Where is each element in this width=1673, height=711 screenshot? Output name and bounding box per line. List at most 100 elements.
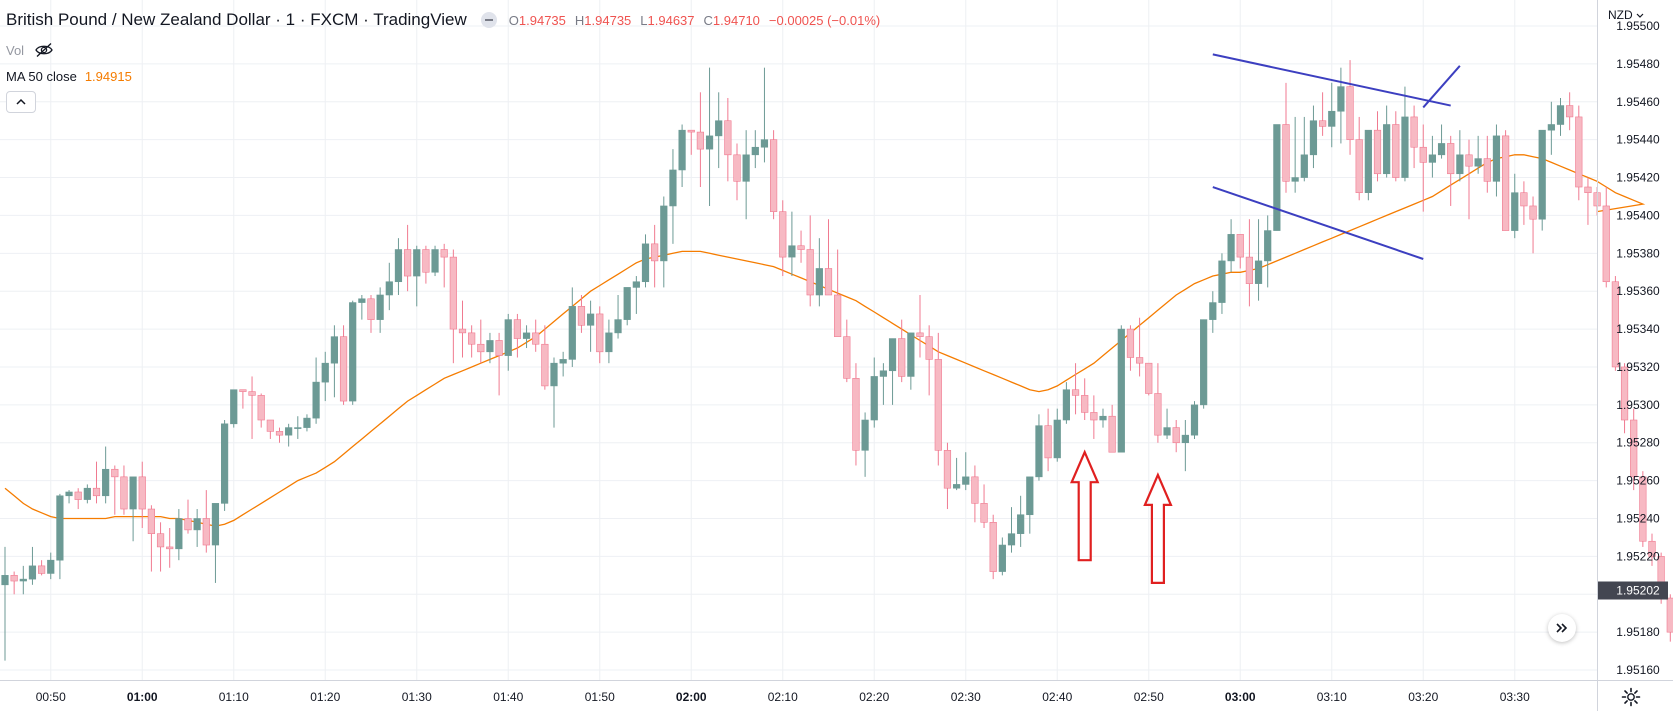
ohlc-high: H1.94735 bbox=[574, 12, 632, 28]
candle bbox=[605, 319, 613, 364]
candle bbox=[669, 149, 677, 244]
candle-body bbox=[239, 389, 247, 392]
currency-selector[interactable]: NZD bbox=[1608, 8, 1644, 22]
candle-body bbox=[1602, 205, 1610, 283]
candle-body bbox=[486, 340, 494, 353]
candle-body bbox=[1227, 234, 1235, 262]
candle bbox=[477, 319, 485, 364]
ma-value: 1.94915 bbox=[84, 68, 132, 84]
candle-body bbox=[1163, 427, 1171, 436]
candle-body bbox=[1584, 186, 1592, 193]
candle bbox=[358, 294, 366, 320]
price-tick-label: 1.95300 bbox=[1616, 398, 1660, 412]
candle bbox=[394, 238, 403, 295]
candle-body bbox=[632, 281, 640, 288]
candle-body bbox=[1081, 395, 1089, 413]
chart-legend-header: British Pound / New Zealand Dollar · 1 ·… bbox=[6, 9, 880, 31]
candle-body bbox=[1026, 476, 1034, 516]
candle bbox=[843, 319, 851, 383]
candle-body bbox=[596, 313, 604, 353]
candle-body bbox=[998, 544, 1006, 572]
candle-body bbox=[1273, 124, 1281, 231]
candle bbox=[541, 325, 549, 390]
candle bbox=[1447, 135, 1455, 206]
candle bbox=[83, 484, 91, 504]
candle bbox=[632, 276, 640, 314]
candle-body bbox=[102, 468, 110, 497]
candle bbox=[550, 357, 558, 428]
candle bbox=[705, 67, 714, 206]
candle-body bbox=[1108, 415, 1116, 453]
candle-body bbox=[1264, 230, 1272, 262]
candle bbox=[1511, 173, 1519, 239]
gear-icon[interactable] bbox=[1620, 686, 1642, 708]
candle-body bbox=[861, 419, 869, 451]
candle-body bbox=[147, 508, 156, 534]
candle bbox=[815, 238, 823, 307]
candle bbox=[1529, 196, 1537, 254]
candle-body bbox=[1282, 124, 1290, 182]
candle bbox=[1126, 325, 1135, 371]
candle bbox=[513, 313, 521, 358]
price-axis[interactable]: 1.951601.951801.952001.952201.952401.952… bbox=[1597, 0, 1669, 711]
candle-body bbox=[1236, 234, 1244, 258]
volume-indicator-row[interactable]: Vol bbox=[6, 40, 54, 60]
candle-body bbox=[1611, 281, 1619, 368]
candle-body bbox=[1520, 192, 1528, 207]
candle-body bbox=[1639, 476, 1647, 542]
candle bbox=[147, 505, 156, 572]
time-tick-label: 01:30 bbox=[402, 690, 432, 704]
trendline bbox=[1212, 186, 1424, 260]
candle bbox=[696, 92, 704, 188]
candle bbox=[47, 552, 55, 580]
candle bbox=[660, 196, 668, 288]
scroll-to-realtime-button[interactable] bbox=[1548, 614, 1576, 642]
candle-body bbox=[285, 427, 293, 436]
candle-body bbox=[980, 503, 988, 523]
candle-body bbox=[989, 522, 997, 572]
candle-body bbox=[952, 484, 961, 489]
candle bbox=[458, 300, 467, 358]
candle bbox=[916, 294, 924, 358]
candle bbox=[202, 490, 210, 553]
candle bbox=[1099, 408, 1107, 428]
ma-layer bbox=[4, 154, 1646, 527]
candle bbox=[596, 306, 604, 364]
candle-body bbox=[175, 518, 183, 550]
candle bbox=[321, 351, 329, 402]
candle bbox=[715, 92, 723, 169]
candle-body bbox=[1053, 419, 1061, 459]
candle bbox=[1200, 319, 1208, 409]
candle bbox=[1273, 124, 1281, 231]
candle bbox=[788, 211, 796, 277]
time-tick-label: 02:10 bbox=[768, 690, 798, 704]
candle bbox=[1136, 317, 1144, 377]
ma-indicator-row[interactable]: MA 50 close 1.94915 bbox=[6, 66, 132, 86]
candle-body bbox=[1254, 260, 1263, 284]
symbol-title[interactable]: British Pound / New Zealand Dollar · 1 ·… bbox=[6, 10, 467, 29]
candle-body bbox=[294, 427, 302, 429]
time-tick-label: 02:30 bbox=[951, 690, 981, 704]
candle-body bbox=[138, 476, 146, 510]
candle bbox=[1090, 395, 1098, 439]
candle-body bbox=[230, 389, 238, 425]
time-axis[interactable]: 00:50 01:00 01:10 01:20 01:30 01:40 01:50 02:00… bbox=[0, 680, 1673, 705]
candle-body bbox=[1556, 105, 1565, 125]
candle bbox=[742, 130, 750, 220]
candle-body bbox=[1364, 129, 1372, 193]
candle-body bbox=[1200, 319, 1208, 406]
candle bbox=[1620, 363, 1629, 434]
candle-body bbox=[495, 340, 503, 356]
candle-body bbox=[641, 243, 650, 283]
candle bbox=[806, 215, 814, 307]
candle-body bbox=[751, 146, 759, 156]
candle-body bbox=[1, 575, 9, 586]
candle-body bbox=[358, 298, 366, 303]
candle-body bbox=[449, 256, 457, 330]
eye-off-icon[interactable] bbox=[34, 42, 54, 58]
legend-collapse-button[interactable] bbox=[6, 91, 36, 113]
candle bbox=[385, 262, 393, 311]
time-tick-label: 01:20 bbox=[310, 690, 340, 704]
candle bbox=[349, 300, 357, 405]
